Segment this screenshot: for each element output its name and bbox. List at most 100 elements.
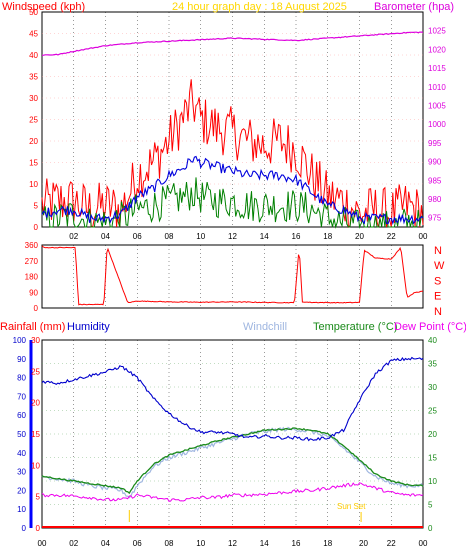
panel1-x-tick-label: 00 <box>419 232 428 241</box>
humidity-tick-label: 80 <box>17 374 26 383</box>
panel3-x-tick-label: 00 <box>38 539 47 548</box>
panel1-x-tick-label: 18 <box>323 232 332 241</box>
wind-average-line <box>41 155 424 226</box>
wind-tick-label: 5 <box>34 202 39 211</box>
panel3-x-tick-label: 12 <box>228 539 237 548</box>
temperature-tick-label: 25 <box>428 407 437 416</box>
wind-low-line <box>41 177 424 229</box>
barometer-tick-label: 975 <box>428 214 442 223</box>
gridlines <box>42 12 424 528</box>
barometer-tick-label: 1000 <box>428 120 446 129</box>
dewpoint-line <box>41 482 424 502</box>
barometer-tick-label: 985 <box>428 176 442 185</box>
barometer-tick-label: 995 <box>428 139 442 148</box>
wind-tick-label: 45 <box>29 30 38 39</box>
humidity-tick-label: 60 <box>17 411 26 420</box>
humidity-tick-label: 50 <box>17 430 26 439</box>
panel1-x-tick-label: 02 <box>69 232 78 241</box>
wind-tick-label: 30 <box>29 94 38 103</box>
rain-tick-label: 30 <box>31 336 40 345</box>
wind-tick-label: 0 <box>34 223 39 232</box>
humidity-tick-label: 70 <box>17 392 26 401</box>
temperature-axis-title: Temperature (°C) <box>313 321 397 333</box>
humidity-tick-label: 40 <box>17 449 26 458</box>
panel1-x-tick-label: 08 <box>165 232 174 241</box>
direction-compass-letter: E <box>434 291 441 303</box>
barometer-tick-label: 1025 <box>428 27 446 36</box>
temperature-tick-label: 20 <box>428 430 437 439</box>
temperature-tick-label: 35 <box>428 360 437 369</box>
temperature-tick-label: 15 <box>428 454 437 463</box>
rain-tick-label: 25 <box>31 367 40 376</box>
temperature-tick-label: 10 <box>428 477 437 486</box>
humidity-tick-label: 20 <box>17 486 26 495</box>
panel1-x-tick-label: 22 <box>387 232 396 241</box>
wind-tick-label: 50 <box>29 8 38 17</box>
direction-compass-letter: W <box>434 260 445 272</box>
tick-labels: 0510152025303540455097598098599099510001… <box>13 8 447 548</box>
panel1-x-tick-label: 12 <box>228 232 237 241</box>
panel3-x-tick-label: 04 <box>101 539 110 548</box>
barometer-tick-label: 990 <box>428 158 442 167</box>
direction-tick-label: 180 <box>25 273 39 282</box>
barometer-tick-label: 980 <box>428 195 442 204</box>
humidity-tick-label: 0 <box>22 524 27 533</box>
wind-tick-label: 35 <box>29 73 38 82</box>
wind-tick-label: 25 <box>29 116 38 125</box>
rain-tick-label: 5 <box>36 493 41 502</box>
humidity-tick-label: 90 <box>17 355 26 364</box>
sunset-label: Sun Set <box>337 502 366 511</box>
humidity-tick-label: 30 <box>17 468 26 477</box>
wind-direction-line <box>41 245 423 306</box>
panel1-x-tick-label: 16 <box>292 232 301 241</box>
rain-tick-label: 20 <box>31 399 40 408</box>
direction-tick-label: 270 <box>25 257 39 266</box>
windspeed-line <box>41 79 424 229</box>
panel3-x-tick-label: 18 <box>323 539 332 548</box>
panel1-x-tick-label: 20 <box>355 232 364 241</box>
rain-tick-label: 0 <box>36 524 41 533</box>
humidity-axis-title: Humidity <box>67 321 110 333</box>
barometer-tick-label: 1010 <box>428 83 446 92</box>
direction-tick-label: 90 <box>29 288 38 297</box>
rain-tick-label: 15 <box>31 430 40 439</box>
panel3-x-tick-label: 22 <box>387 539 396 548</box>
rain-tick-label: 10 <box>31 461 40 470</box>
panel3-x-tick-label: 10 <box>196 539 205 548</box>
panel3-x-tick-label: 06 <box>133 539 142 548</box>
series-lines <box>41 31 424 528</box>
temperature-tick-label: 5 <box>428 501 433 510</box>
panel3-x-tick-label: 14 <box>260 539 269 548</box>
direction-tick-label: 0 <box>34 304 39 313</box>
dewpoint-legend: Dew Point (°C) <box>394 321 466 333</box>
windchill-legend: Windchill <box>243 321 287 333</box>
temperature-tick-label: 40 <box>428 336 437 345</box>
barometer-tick-label: 1015 <box>428 64 446 73</box>
panel3-x-tick-label: 08 <box>165 539 174 548</box>
panel3-x-tick-label: 00 <box>419 539 428 548</box>
humidity-tick-label: 10 <box>17 505 26 514</box>
barometer-axis-title: Barometer (hpa) <box>374 1 454 13</box>
barometer-tick-label: 1020 <box>428 45 446 54</box>
windchill-line <box>41 426 424 499</box>
panel1-x-tick-label: 14 <box>260 232 269 241</box>
wind-tick-label: 20 <box>29 137 38 146</box>
panel3-x-tick-label: 16 <box>292 539 301 548</box>
panel3-x-tick-label: 20 <box>359 539 368 548</box>
panel1-x-tick-label: 04 <box>101 232 110 241</box>
wind-tick-label: 15 <box>29 159 38 168</box>
humidity-tick-label: 100 <box>13 336 27 345</box>
barometer-tick-label: 1005 <box>428 101 446 110</box>
direction-compass-letter: N <box>434 245 442 257</box>
wind-tick-label: 40 <box>29 51 38 60</box>
direction-panel-frame <box>41 244 424 309</box>
panel1-x-tick-label: 06 <box>133 232 142 241</box>
direction-compass-letter: N <box>434 306 442 318</box>
humidity-line <box>41 356 424 442</box>
temperature-tick-label: 30 <box>428 383 437 392</box>
windspeed-axis-title: Windspeed (kph) <box>2 1 85 13</box>
panel3-x-tick-label: 02 <box>69 539 78 548</box>
wind-tick-label: 10 <box>29 180 38 189</box>
chart-title: 24 hour graph day : 18 August 2025 <box>172 1 347 13</box>
